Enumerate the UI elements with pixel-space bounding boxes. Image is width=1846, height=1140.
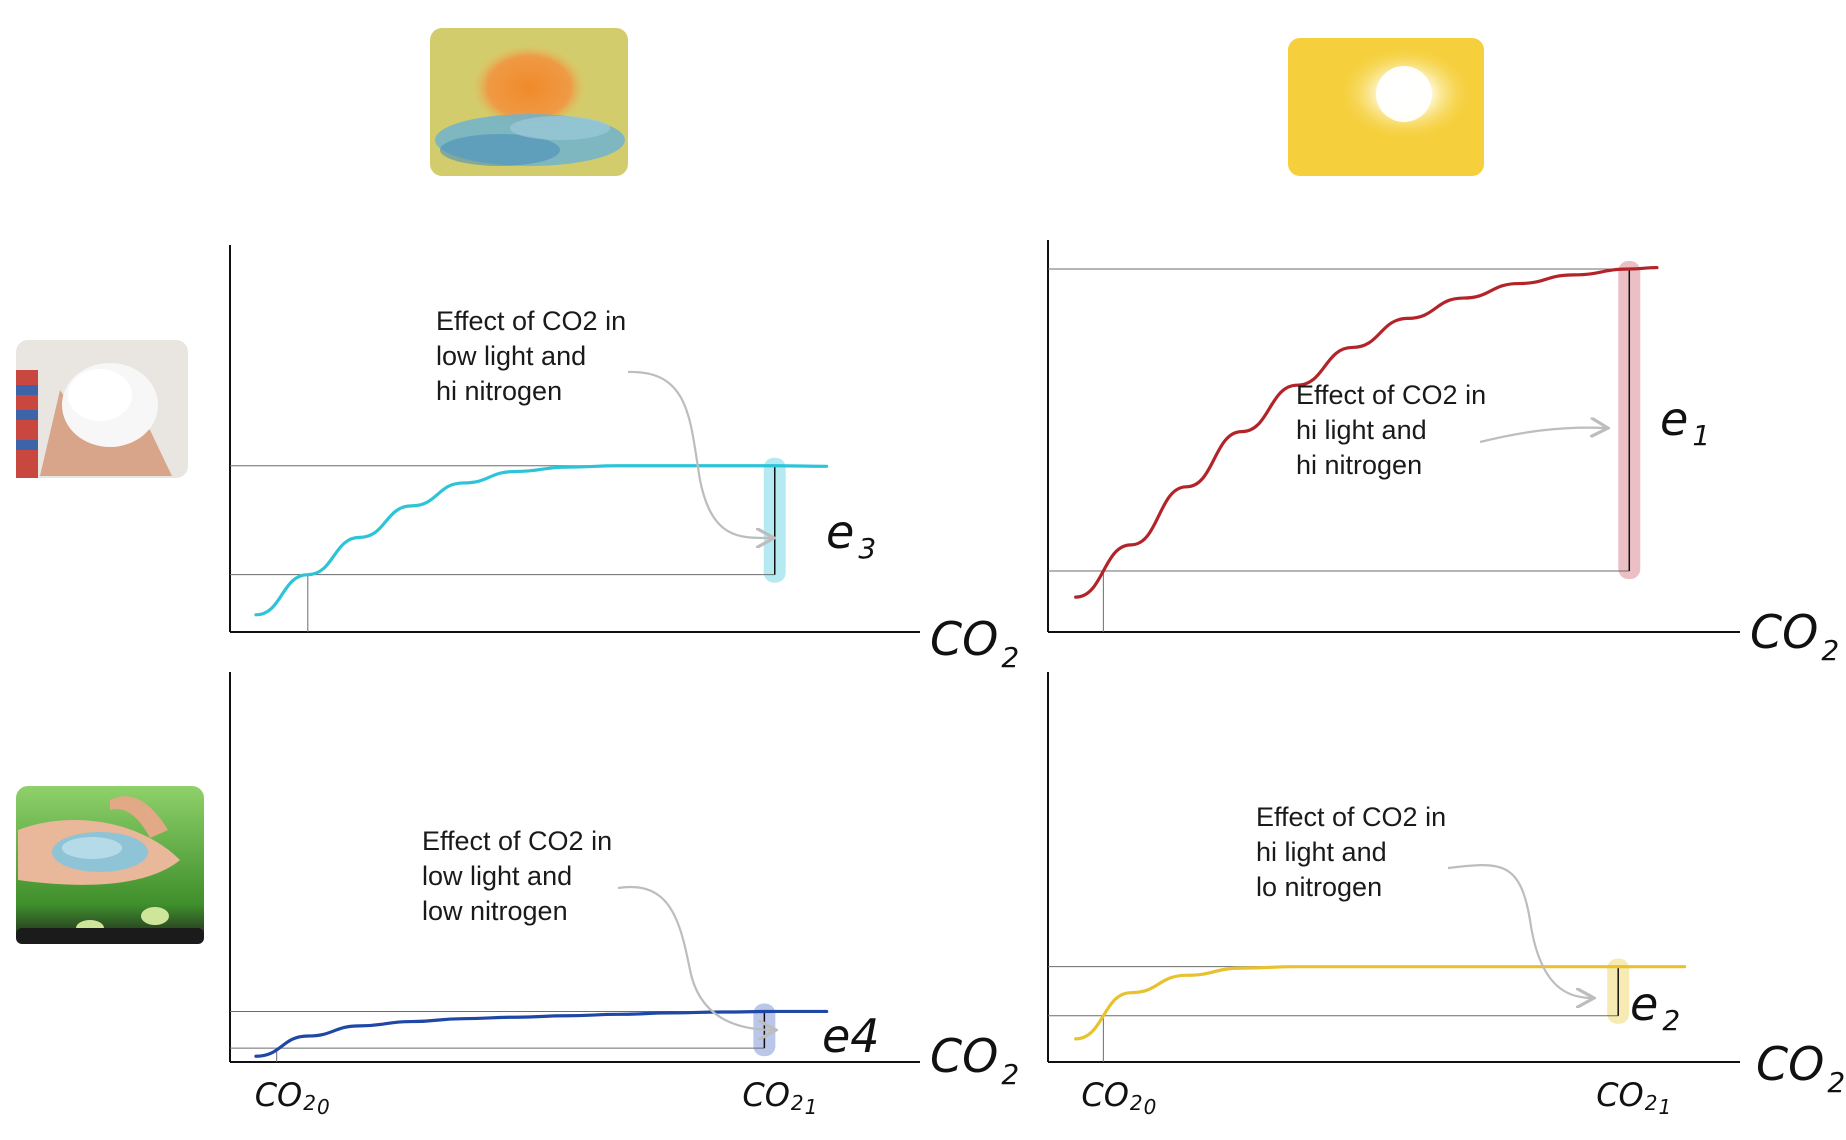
annotation-line: low light and [436,341,586,371]
x-tick-label-subscript: 2 [1645,1091,1658,1115]
chart-panel-bottom-right: Effect of CO2 in hi light and lo nitrogen e… [1047,672,1845,1119]
blue-fertilizer-seedling-photo-icon [16,786,204,944]
annotation-line: low light and [422,861,572,891]
annotation-line: hi nitrogen [1296,450,1422,480]
effect-label-main: e [1630,977,1658,1031]
annotation-line: hi light and [1296,415,1427,445]
x-axis-label: CO 2 [1756,1037,1845,1099]
chart-panel-top-right: Effect of CO2 in hi light and hi nitrogen e… [1047,240,1839,667]
annotation-arrow [1479,428,1606,444]
annotation-text: Effect of CO2 in hi light and lo nitrogen [1256,802,1446,902]
x-tick-label: CO20 [255,1076,330,1119]
x-axis-label-subscript: 2 [1001,641,1019,674]
annotation-arrow [617,885,774,1030]
x-tick-label-main: CO [255,1076,303,1114]
annotation-arrow [1447,864,1592,998]
effect-label-main: e [826,505,854,559]
x-tick-label-subscript: 2 [791,1091,804,1115]
x-tick-label-index: 0 [1144,1095,1157,1119]
x-axis-label-main: CO [1750,605,1818,659]
annotation-text: Effect of CO2 in low light and low nitroge… [422,826,612,926]
x-tick-label-index: 1 [1658,1095,1671,1119]
white-fertilizer-photo-icon [16,340,188,478]
x-axis-label-subscript: 2 [1001,1058,1019,1091]
x-axis-label-main: CO [1756,1037,1824,1091]
x-tick-label-index: 1 [805,1095,818,1119]
x-axis-label-main: CO [930,612,998,666]
x-tick-label-subscript: 2 [303,1091,316,1115]
x-tick-label-main: CO [1081,1076,1129,1114]
effect-label: e4 [822,1009,880,1063]
annotation-text: Effect of CO2 in low light and hi nitrogen [436,306,626,406]
x-axis-label: CO 2 [1750,605,1839,667]
x-tick-label-subscript: 2 [1130,1091,1143,1115]
annotation-line: Effect of CO2 in [436,306,626,336]
x-tick-label-main: CO [742,1076,790,1114]
x-axis-label: CO 2 [930,612,1019,674]
series-line [254,1009,829,1058]
effect-label-main: e4 [822,1009,880,1063]
x-tick-label: CO21 [742,1076,817,1119]
annotation-line: hi light and [1256,837,1387,867]
x-tick-label-main: CO [1596,1076,1644,1114]
annotation-arrow [627,370,772,538]
annotation-text: Effect of CO2 in hi light and hi nitrogen [1296,380,1486,480]
x-tick-label: CO21 [1596,1076,1671,1119]
annotation-line: low nitrogen [422,896,568,926]
effect-label-main: e [1660,392,1688,446]
annotation-line: Effect of CO2 in [1296,380,1486,410]
bright-sun-photo-icon [1288,38,1484,176]
chart-panel-bottom-left: Effect of CO2 in low light and low nitroge… [229,672,1019,1119]
x-tick-label: CO20 [1081,1076,1156,1119]
effect-label-subscript: 1 [1692,419,1710,452]
annotation-line: lo nitrogen [1256,872,1382,902]
x-axis-label-main: CO [930,1029,998,1083]
chart-panel-top-left: Effect of CO2 in low light and hi nitrogen… [229,245,1019,674]
annotation-line: hi nitrogen [436,376,562,406]
hazy-sun-photo-icon [430,28,628,176]
series-line [254,464,829,617]
x-axis-label-subscript: 2 [1821,634,1839,667]
series-line [1074,965,1687,1041]
x-tick-label-index: 0 [317,1095,330,1119]
annotation-line: Effect of CO2 in [422,826,612,856]
effect-label-subscript: 2 [1662,1004,1680,1037]
x-axis-label: CO 2 [930,1029,1019,1091]
annotation-line: Effect of CO2 in [1256,802,1446,832]
effect-label-subscript: 3 [858,532,876,565]
series-line [1074,265,1659,599]
x-axis-label-subscript: 2 [1827,1066,1845,1099]
